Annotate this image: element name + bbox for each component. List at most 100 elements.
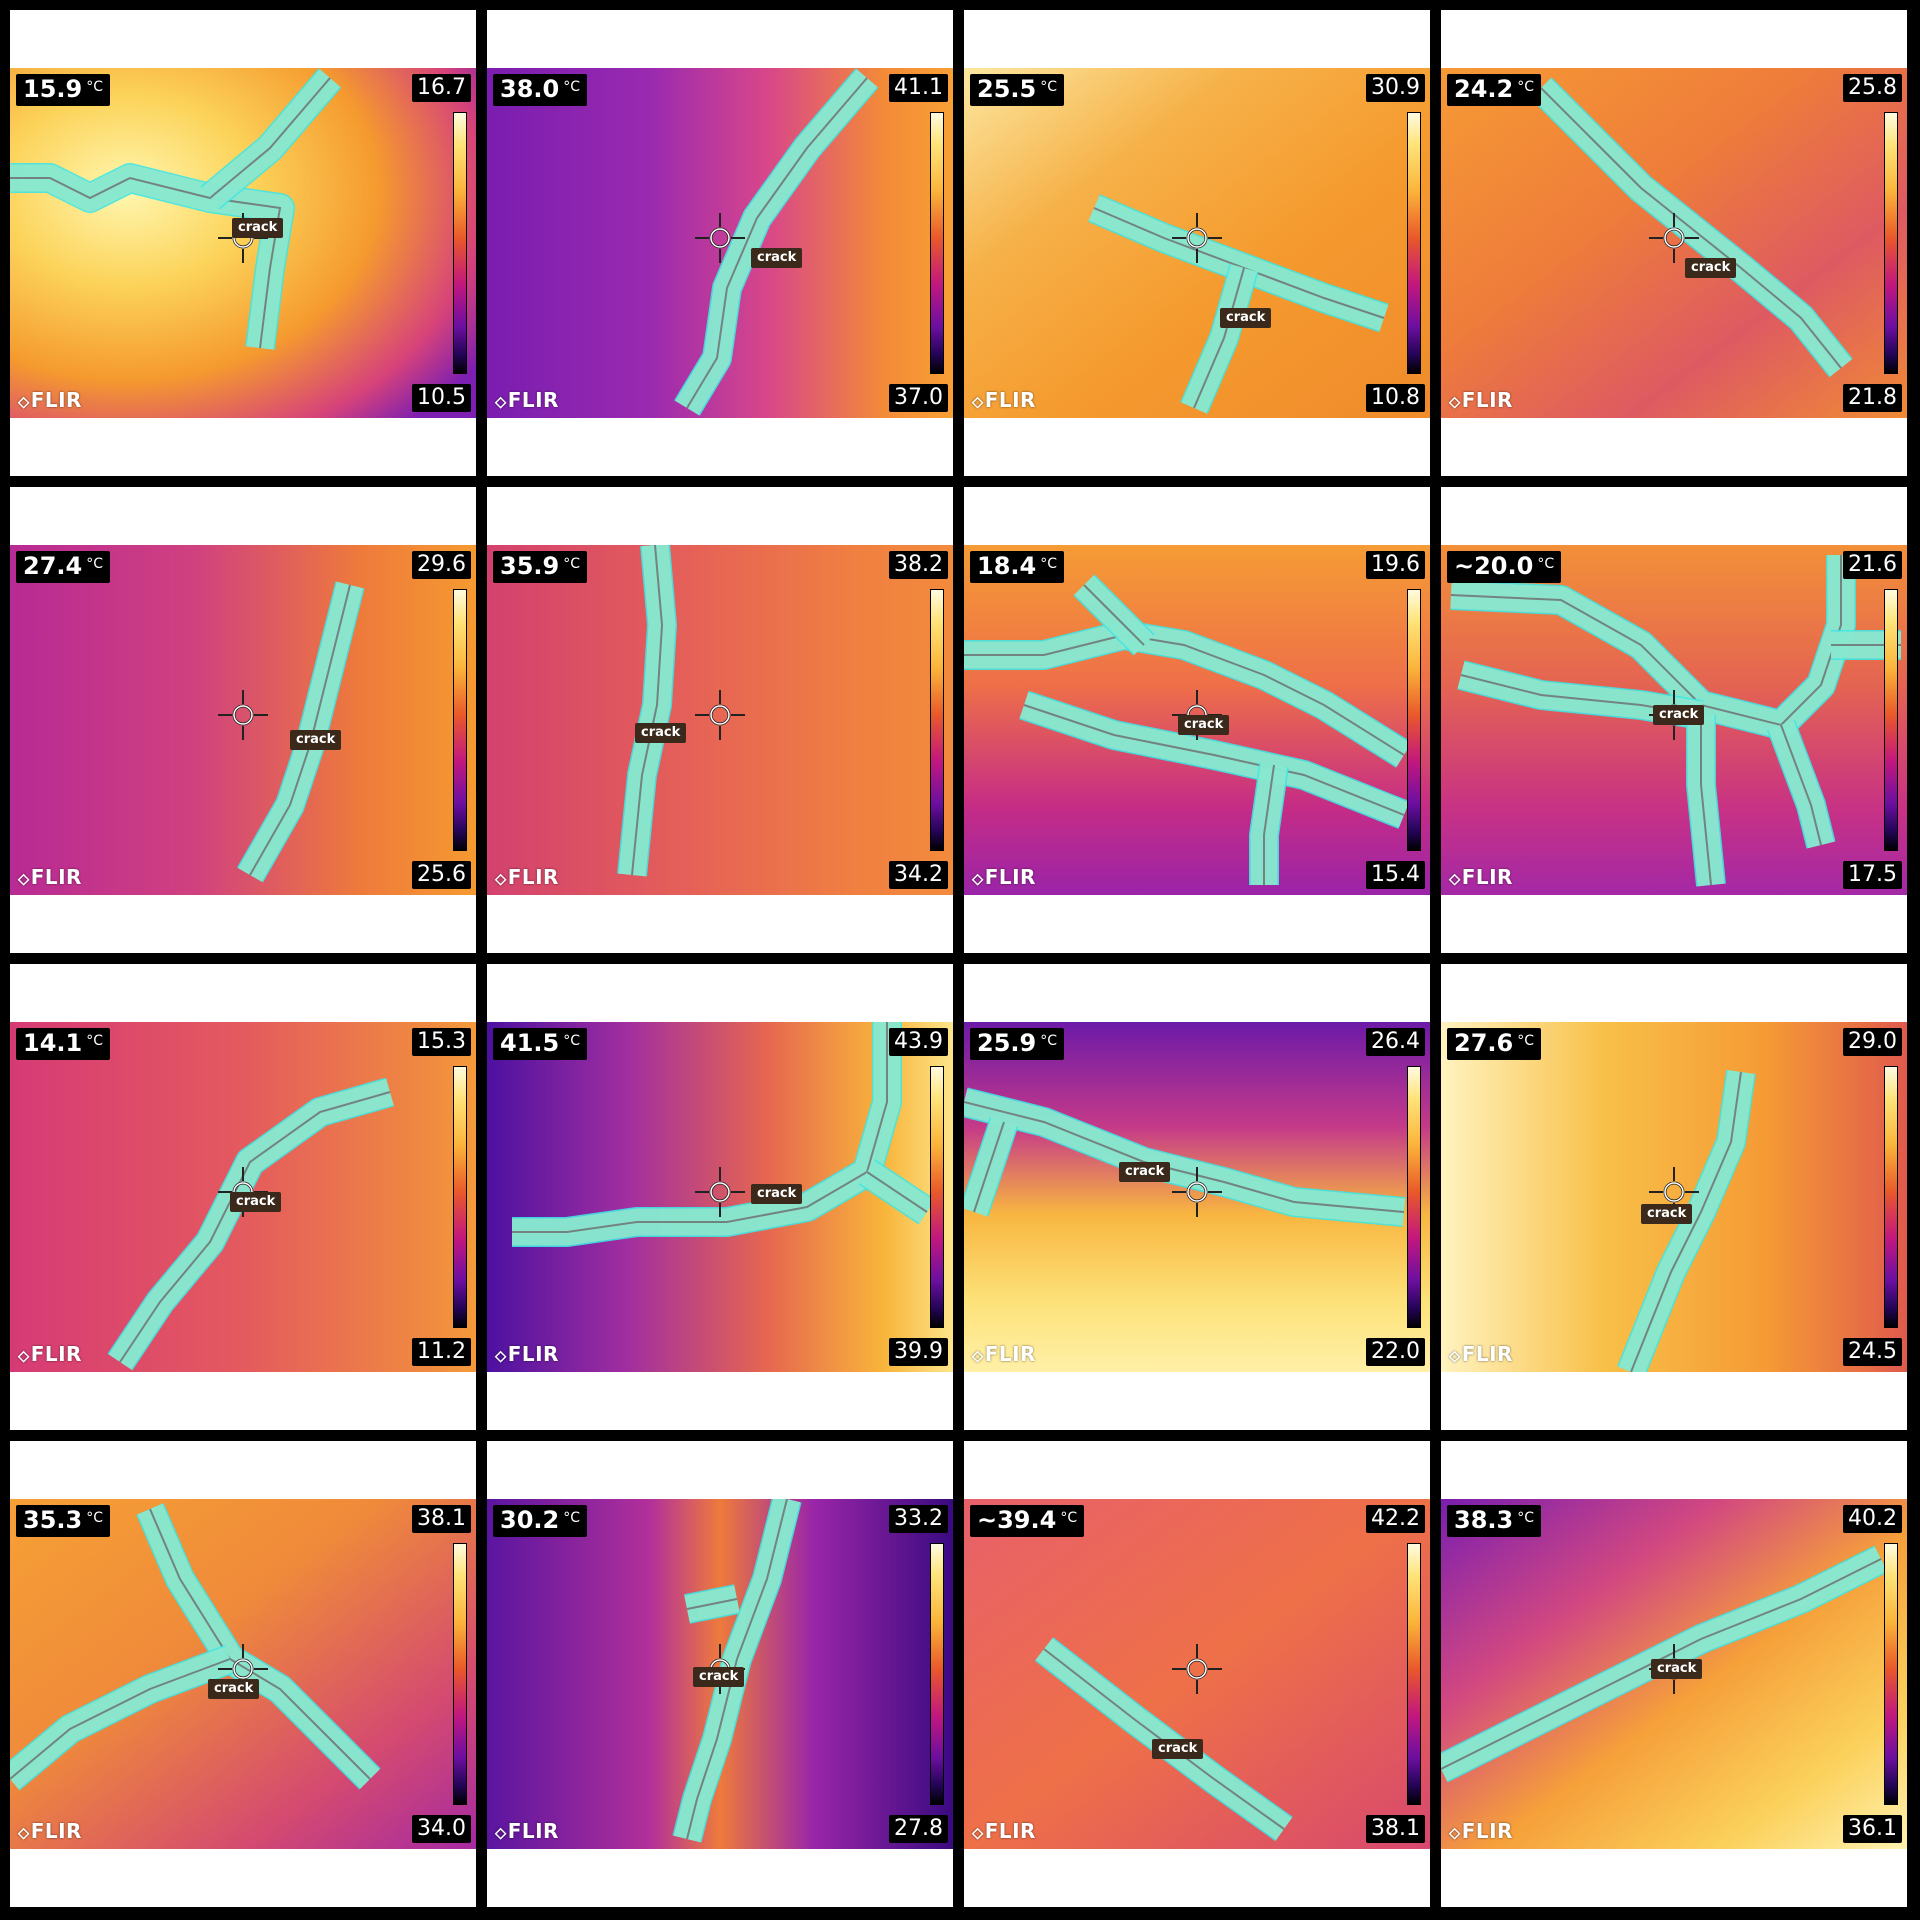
scale-min-value: 27.8 xyxy=(889,1815,948,1843)
thermal-image: crack 14.1 °C 15.3 11.2 ⬦FLIR xyxy=(10,1022,476,1372)
crack-label: crack xyxy=(1653,705,1705,725)
thermal-image-canvas xyxy=(10,68,476,418)
scale-min-value: 17.5 xyxy=(1843,861,1902,889)
flir-logo-text: FLIR xyxy=(507,388,559,412)
spot-meter-crosshair-icon xyxy=(695,1167,745,1217)
flir-logo: ⬦FLIR xyxy=(1449,388,1513,412)
spot-meter-crosshair-icon xyxy=(1172,213,1222,263)
thermal-background xyxy=(964,1499,1430,1849)
thermal-image-canvas xyxy=(487,1022,953,1372)
scale-max-value: 33.2 xyxy=(889,1505,948,1533)
thermal-panel: crack 25.9 °C 26.4 22.0 ⬦FLIR xyxy=(964,964,1430,1430)
temperature-color-scale xyxy=(1407,112,1421,374)
scale-max-value: 41.1 xyxy=(889,74,948,102)
spot-temperature-readout: 25.5 °C xyxy=(970,74,1064,106)
crack-label: crack xyxy=(1685,258,1737,278)
temperature-color-scale xyxy=(453,1066,467,1328)
thermal-image-canvas xyxy=(487,68,953,418)
crack-label: crack xyxy=(751,1184,803,1204)
spot-temperature-value: 27.4 xyxy=(23,552,83,580)
flir-logo-text: FLIR xyxy=(1461,865,1513,889)
thermal-image-canvas xyxy=(487,545,953,895)
crack-line xyxy=(686,1598,738,1610)
crack-line xyxy=(686,77,868,409)
spot-temperature-value: ~20.0 xyxy=(1454,552,1534,580)
flir-logo: ⬦FLIR xyxy=(1449,1342,1513,1366)
spot-temperature-value: 30.2 xyxy=(500,1506,560,1534)
scale-max-value: 16.7 xyxy=(412,74,471,102)
crack-label: crack xyxy=(232,218,284,238)
flir-logo-icon: ⬦ xyxy=(972,869,984,888)
crack-label: crack xyxy=(693,1667,745,1687)
thermal-image-canvas xyxy=(964,68,1430,418)
crack-label: crack xyxy=(1119,1162,1171,1182)
crack-line xyxy=(866,1171,928,1213)
flir-logo-icon: ⬦ xyxy=(972,392,984,411)
temperature-unit: °C xyxy=(1517,79,1534,95)
flir-logo: ⬦FLIR xyxy=(18,388,82,412)
scale-min-value: 10.8 xyxy=(1366,384,1425,412)
scale-min-value: 34.2 xyxy=(889,861,948,889)
temperature-color-scale xyxy=(453,112,467,374)
scale-max-value: 15.3 xyxy=(412,1028,471,1056)
scale-min-value: 25.6 xyxy=(412,861,471,889)
flir-logo-icon: ⬦ xyxy=(18,1346,30,1365)
scale-max-value: 38.2 xyxy=(889,551,948,579)
flir-logo-icon: ⬦ xyxy=(495,1346,507,1365)
scale-min-value: 24.5 xyxy=(1843,1338,1902,1366)
temperature-color-scale xyxy=(453,589,467,851)
thermal-image-canvas xyxy=(1441,1022,1907,1372)
thermal-panel: crack 38.3 °C 40.2 36.1 ⬦FLIR xyxy=(1441,1441,1907,1907)
scale-max-value: 25.8 xyxy=(1843,74,1902,102)
thermal-image: crack ~39.4 °C 42.2 38.1 ⬦FLIR xyxy=(964,1499,1430,1849)
spot-temperature-value: 25.9 xyxy=(977,1029,1037,1057)
crack-label: crack xyxy=(1641,1204,1693,1224)
crack-label: crack xyxy=(751,248,803,268)
scale-max-value: 38.1 xyxy=(412,1505,471,1533)
temperature-color-scale xyxy=(930,589,944,851)
spot-temperature-value: 38.0 xyxy=(500,75,560,103)
temperature-color-scale xyxy=(1884,112,1898,374)
scale-max-value: 43.9 xyxy=(889,1028,948,1056)
flir-logo-text: FLIR xyxy=(30,865,82,889)
thermal-image: crack 38.0 °C 41.1 37.0 ⬦FLIR xyxy=(487,68,953,418)
thermal-panel: crack 25.5 °C 30.9 10.8 ⬦FLIR xyxy=(964,10,1430,476)
flir-logo-icon: ⬦ xyxy=(1449,1346,1461,1365)
thermal-panel: crack 18.4 °C 19.6 15.4 ⬦FLIR xyxy=(964,487,1430,953)
flir-logo-icon: ⬦ xyxy=(495,1823,507,1842)
thermal-image-canvas xyxy=(964,1499,1430,1849)
flir-logo-text: FLIR xyxy=(984,865,1036,889)
scale-min-value: 22.0 xyxy=(1366,1338,1425,1366)
spot-temperature-readout: 14.1 °C xyxy=(16,1028,110,1060)
crack-line xyxy=(686,1499,788,1840)
spot-temperature-readout: 25.9 °C xyxy=(970,1028,1064,1060)
flir-logo-text: FLIR xyxy=(1461,1342,1513,1366)
crack-line xyxy=(964,633,1405,756)
flir-logo: ⬦FLIR xyxy=(972,865,1036,889)
flir-logo-text: FLIR xyxy=(507,1342,559,1366)
crack-line xyxy=(209,77,331,199)
flir-logo: ⬦FLIR xyxy=(495,1819,559,1843)
crack-line xyxy=(973,1121,1005,1213)
crack-line xyxy=(1630,1071,1742,1372)
flir-logo-text: FLIR xyxy=(30,388,82,412)
flir-logo-text: FLIR xyxy=(30,1342,82,1366)
crack-line xyxy=(10,176,282,349)
temperature-unit: °C xyxy=(1537,556,1555,572)
scale-max-value: 42.2 xyxy=(1366,1505,1425,1533)
crack-label: crack xyxy=(230,1192,282,1212)
scale-min-value: 11.2 xyxy=(412,1338,471,1366)
thermal-image-canvas xyxy=(964,1022,1430,1372)
crack-label: crack xyxy=(208,1679,260,1699)
scale-max-value: 30.9 xyxy=(1366,74,1425,102)
crack-line xyxy=(10,1658,231,1780)
crack-line xyxy=(1263,764,1275,885)
flir-logo: ⬦FLIR xyxy=(18,865,82,889)
thermal-image: crack 27.6 °C 29.0 24.5 ⬦FLIR xyxy=(1441,1022,1907,1372)
scale-max-value: 29.0 xyxy=(1843,1028,1902,1056)
spot-temperature-readout: 24.2 °C xyxy=(1447,74,1541,106)
flir-logo-icon: ⬦ xyxy=(18,392,30,411)
crack-line xyxy=(149,1508,371,1780)
thermal-panel: crack 35.9 °C 38.2 34.2 ⬦FLIR xyxy=(487,487,953,953)
scale-min-value: 37.0 xyxy=(889,384,948,412)
